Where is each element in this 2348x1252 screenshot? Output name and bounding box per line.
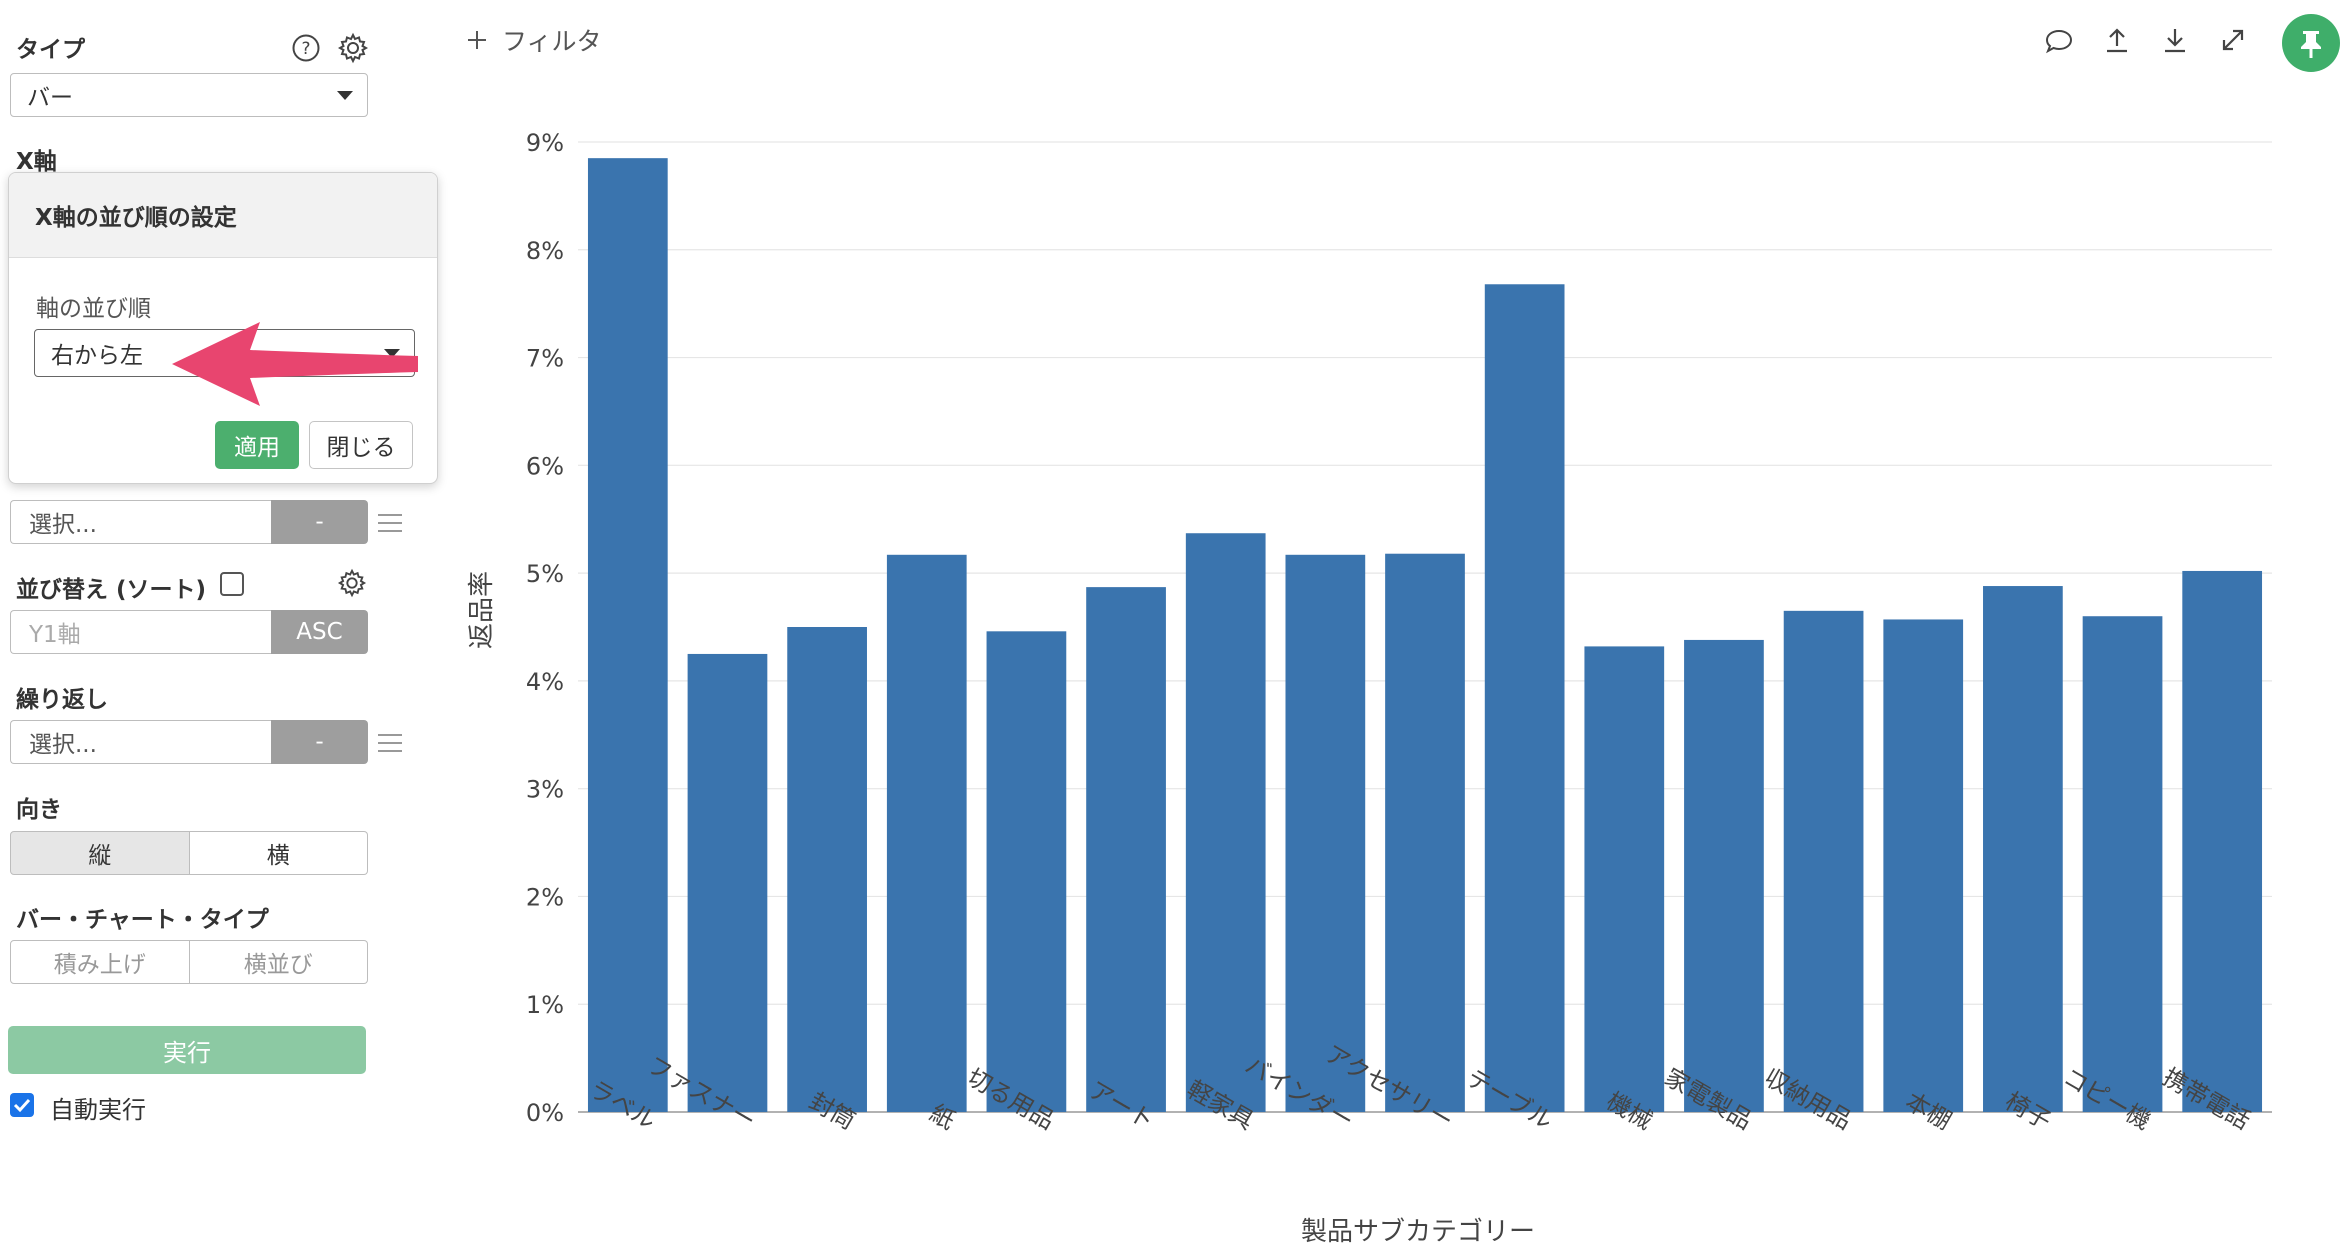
bars [587, 158, 2263, 1112]
auto-run-label: 自動実行 [50, 1096, 146, 1124]
x-axis-title: 製品サブカテゴリー [1301, 1217, 1535, 1247]
bar[interactable] [886, 554, 967, 1112]
y-tick-label: 0% [526, 1099, 564, 1127]
sort-direction-button[interactable]: ASC [271, 610, 368, 654]
color-select[interactable]: 選択... [10, 500, 271, 544]
popover-title: X軸の並び順の設定 [9, 173, 437, 258]
y-tick-label: 1% [526, 991, 564, 1019]
pin-button[interactable] [2282, 14, 2340, 72]
drag-handle-icon[interactable] [378, 734, 402, 752]
checkmark-icon [13, 1098, 31, 1113]
annotation-arrow-icon [172, 322, 418, 406]
pin-icon [2301, 31, 2321, 58]
filter-label: フィルタ [502, 27, 602, 56]
side-by-side-option[interactable]: 横並び [189, 940, 368, 984]
bar[interactable] [1484, 284, 1565, 1112]
repeat-aggregate-button[interactable]: - [271, 720, 368, 764]
bar[interactable] [1185, 533, 1266, 1112]
sort-column-input[interactable]: Y1軸 [10, 610, 271, 654]
chevron-down-icon [337, 91, 353, 100]
x-axis-label: X軸 [16, 149, 57, 175]
bar[interactable] [986, 631, 1067, 1112]
y-tick-label: 5% [526, 560, 564, 588]
axis-order-label: 軸の並び順 [36, 296, 151, 322]
comment-icon[interactable] [2044, 26, 2074, 56]
orientation-horizontal-option[interactable]: 横 [189, 831, 368, 875]
bar[interactable] [1285, 554, 1366, 1112]
repeat-select[interactable]: 選択... [10, 720, 271, 764]
y-tick-label: 7% [526, 345, 564, 373]
bar[interactable] [1584, 646, 1665, 1112]
bar[interactable] [1385, 553, 1465, 1112]
auto-run-checkbox[interactable] [10, 1093, 34, 1117]
axis-order-value: 右から左 [51, 343, 143, 369]
x-axis-order-popover: X軸の並び順の設定 軸の並び順 右から左 適用 閉じる [8, 172, 438, 484]
repeat-field[interactable]: 選択... - [10, 720, 368, 764]
bar[interactable] [1783, 610, 1864, 1112]
y-tick-label: 4% [526, 668, 564, 696]
bar[interactable] [1983, 586, 2063, 1112]
plus-icon [468, 31, 486, 49]
sort-settings-gear-icon[interactable] [337, 568, 367, 598]
help-icon[interactable]: ? [291, 33, 321, 63]
run-button[interactable]: 実行 [8, 1026, 366, 1074]
chart-type-select[interactable]: バー [10, 73, 368, 117]
bar[interactable] [2082, 616, 2163, 1112]
repeat-label: 繰り返し [16, 687, 108, 713]
close-button[interactable]: 閉じる [309, 421, 413, 469]
orientation-toggle[interactable]: 縦 横 [10, 831, 368, 875]
apply-button[interactable]: 適用 [215, 421, 299, 469]
stacked-option[interactable]: 積み上げ [10, 940, 190, 984]
y-tick-label: 2% [526, 883, 564, 911]
y-tick-label: 6% [526, 452, 564, 480]
orientation-vertical-option[interactable]: 縦 [10, 831, 190, 875]
sort-label: 並び替え (ソート) [16, 577, 207, 603]
y-tick-label: 8% [526, 237, 564, 265]
drag-handle-icon[interactable] [378, 514, 402, 532]
orientation-label: 向き [16, 797, 62, 823]
y-tick-label: 9% [526, 129, 564, 157]
y-tick-label: 3% [526, 776, 564, 804]
bar[interactable] [2182, 570, 2263, 1112]
bar[interactable] [587, 158, 668, 1112]
bar-chart-type-label: バー・チャート・タイプ [16, 907, 269, 933]
bar-chart: 0%1%2%3%4%5%6%7%8%9% ラベルファスナー 封筒紙切る用品 アート軽… [467, 129, 2272, 1247]
color-field[interactable]: 選択... - [10, 500, 368, 544]
sort-checkbox[interactable] [220, 572, 244, 596]
bar[interactable] [1883, 619, 1964, 1112]
add-filter-button[interactable]: フィルタ [466, 22, 602, 58]
color-aggregate-button[interactable]: - [271, 500, 368, 544]
svg-text:?: ? [301, 39, 310, 59]
bar[interactable] [687, 653, 768, 1112]
bar[interactable] [1086, 587, 1166, 1112]
y-axis-title: 返品率 [467, 571, 497, 649]
chart-type-value: バー [27, 85, 73, 111]
upload-icon[interactable] [2102, 25, 2132, 55]
expand-icon[interactable] [2218, 25, 2248, 55]
settings-gear-icon[interactable] [337, 32, 369, 64]
sort-field[interactable]: Y1軸 ASC [10, 610, 368, 654]
chevron-down-icon [384, 349, 400, 358]
download-icon[interactable] [2160, 25, 2190, 55]
y-tick-labels: 0% 1% 2% 3% 4% 5% 6% 7% 8% 9% [526, 129, 564, 1127]
bar[interactable] [1684, 639, 1764, 1112]
bar[interactable] [787, 627, 867, 1112]
type-label: タイプ [16, 37, 85, 63]
bar-chart-type-toggle[interactable]: 積み上げ 横並び [10, 940, 368, 984]
